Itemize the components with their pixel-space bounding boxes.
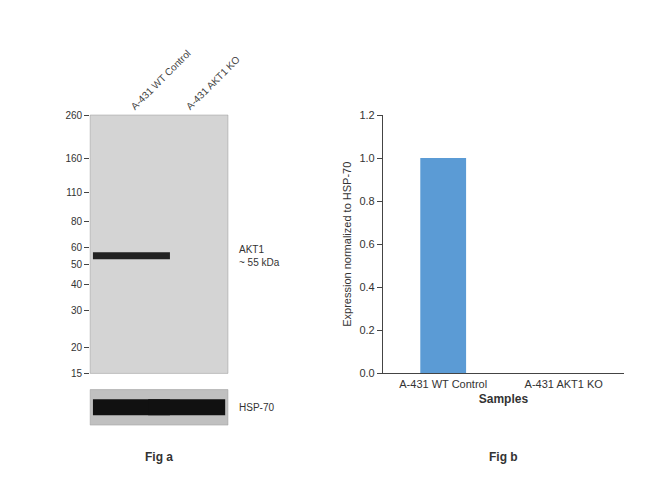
svg-text:A-431 AKT1 KO: A-431 AKT1 KO — [525, 378, 604, 390]
svg-text:A-431 WT Control: A-431 WT Control — [129, 48, 193, 112]
svg-text:A-431 AKT1 KO: A-431 AKT1 KO — [184, 54, 242, 112]
svg-text:60: 60 — [71, 242, 83, 253]
svg-text:A-431 WT Control: A-431 WT Control — [399, 378, 487, 390]
svg-text:Samples: Samples — [479, 392, 529, 406]
svg-text:1.2: 1.2 — [359, 109, 374, 121]
svg-text:160: 160 — [65, 153, 82, 164]
svg-text:15: 15 — [71, 368, 83, 379]
svg-text:260: 260 — [65, 110, 82, 121]
svg-text:Fig a: Fig a — [145, 450, 173, 464]
svg-text:40: 40 — [71, 279, 83, 290]
svg-text:0.8: 0.8 — [359, 195, 374, 207]
svg-text:0.0: 0.0 — [359, 367, 374, 379]
svg-text:0.2: 0.2 — [359, 324, 374, 336]
svg-text:80: 80 — [71, 216, 83, 227]
svg-text:20: 20 — [71, 342, 83, 353]
svg-text:30: 30 — [71, 305, 83, 316]
svg-text:1.0: 1.0 — [359, 152, 374, 164]
svg-text:0.4: 0.4 — [359, 281, 374, 293]
svg-text:0.6: 0.6 — [359, 238, 374, 250]
svg-text:AKT1~ 55 kDa: AKT1~ 55 kDa — [239, 244, 280, 268]
svg-text:110: 110 — [66, 187, 82, 198]
svg-text:50: 50 — [71, 259, 83, 270]
svg-text:HSP-70: HSP-70 — [239, 402, 274, 413]
svg-text:Fig b: Fig b — [489, 450, 518, 464]
svg-text:Expression normalized to HSP-7: Expression normalized to HSP-70 — [341, 162, 353, 327]
